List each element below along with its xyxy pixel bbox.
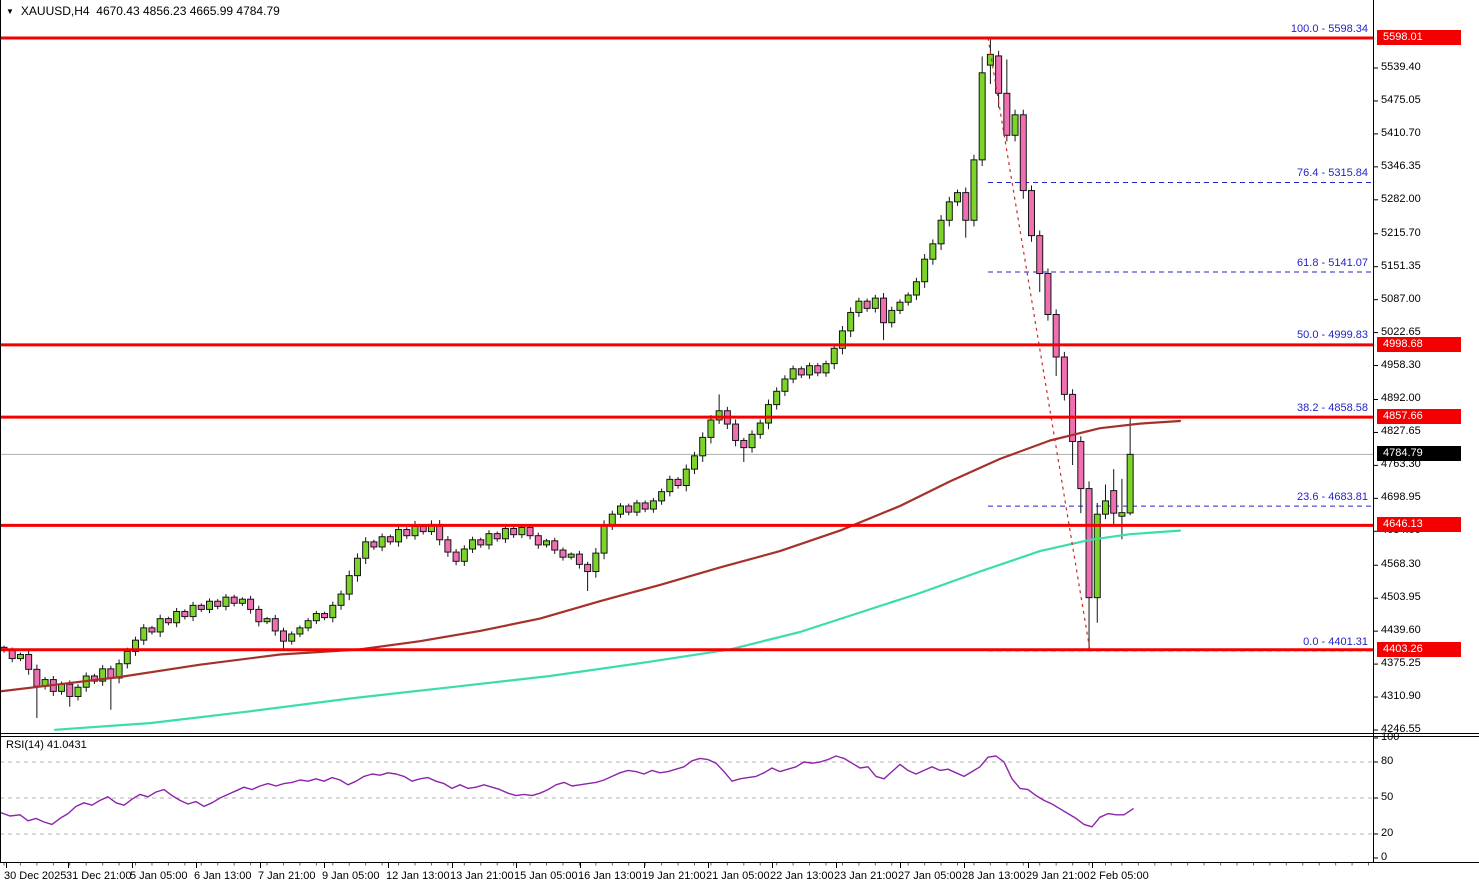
rsi-level-lines xyxy=(0,761,1373,835)
fib-level-label: 38.2 - 4858.58 xyxy=(1297,401,1368,414)
time-axis-label: 23 Jan 21:00 xyxy=(834,870,898,882)
symbol-timeframe-label: XAUUSD,H4 xyxy=(20,4,90,18)
price-axis-label: 4568.30 xyxy=(1381,558,1421,571)
hline-price-tag: 4403.26 xyxy=(1377,641,1461,657)
hline-price-tag: 5598.01 xyxy=(1377,29,1461,45)
time-axis-label: 29 Jan 21:00 xyxy=(1026,870,1090,882)
time-axis-label: 28 Jan 13:00 xyxy=(962,870,1026,882)
fib-level-label: 50.0 - 4999.83 xyxy=(1297,329,1368,342)
price-axis-label: 4310.90 xyxy=(1381,690,1421,703)
rsi-scale-label: 0 xyxy=(1381,851,1388,863)
time-axis-label: 19 Jan 21:00 xyxy=(642,870,706,882)
hline-price-tag: 4998.68 xyxy=(1377,336,1461,352)
candles-layer xyxy=(0,37,1134,718)
symbol-dropdown-arrow-icon[interactable]: ▼ xyxy=(6,7,14,16)
fib-level-label: 76.4 - 5315.84 xyxy=(1297,167,1368,180)
time-axis-label: 21 Jan 05:00 xyxy=(706,870,770,882)
rsi-scale-label: 20 xyxy=(1381,827,1394,839)
time-axis-label: 16 Jan 13:00 xyxy=(578,870,642,882)
fib-level-label: 61.8 - 5141.07 xyxy=(1297,256,1368,269)
fib-level-label: 23.6 - 4683.81 xyxy=(1297,491,1368,504)
time-axis-label: 5 Jan 05:00 xyxy=(130,870,188,882)
time-axis-label: 27 Jan 05:00 xyxy=(898,870,962,882)
price-axis-label: 4958.30 xyxy=(1381,358,1421,371)
rsi-indicator-label: RSI(14) 41.0431 xyxy=(6,739,87,751)
price-axis-label: 4892.00 xyxy=(1381,392,1421,405)
time-axis-label: 2 Feb 05:00 xyxy=(1090,870,1149,882)
rsi-label-text: RSI(14) 41.0431 xyxy=(6,739,87,751)
price-axis-label: 5282.00 xyxy=(1381,192,1421,205)
price-axis-label: 5087.00 xyxy=(1381,292,1421,305)
panel-borders xyxy=(0,0,1479,863)
rsi-scale-label: 100 xyxy=(1381,731,1400,743)
rsi-scale-label: 50 xyxy=(1381,791,1394,803)
current-price-tag: 4784.79 xyxy=(1377,446,1461,462)
rsi-line xyxy=(0,755,1134,828)
price-axis-label: 4827.65 xyxy=(1381,425,1421,438)
price-axis-label: 4503.95 xyxy=(1381,591,1421,604)
title-ohlc-values: 4670.43 4856.23 4665.99 4784.79 xyxy=(96,4,280,18)
time-axis-label: 7 Jan 21:00 xyxy=(258,870,316,882)
rsi-scale-label: 80 xyxy=(1381,755,1394,767)
time-axis-label: 30 Dec 2025 xyxy=(4,870,67,882)
ma-fast-turquoise xyxy=(53,529,1182,731)
time-axis-label: 31 Dec 21:00 xyxy=(66,870,132,882)
time-axis-label: 15 Jan 05:00 xyxy=(514,870,578,882)
time-axis-label: 12 Jan 13:00 xyxy=(386,870,450,882)
price-axis-label: 5539.40 xyxy=(1381,61,1421,73)
time-axis-label: 6 Jan 13:00 xyxy=(194,870,252,882)
price-axis-label: 5410.70 xyxy=(1381,126,1421,139)
price-axis-label: 5022.65 xyxy=(1381,325,1421,338)
time-axis-label: 13 Jan 21:00 xyxy=(450,870,514,882)
horizontal-support-resistance-lines[interactable] xyxy=(0,36,1373,652)
fib-level-label: 0.0 - 4401.31 xyxy=(1303,635,1368,648)
hline-price-tag: 4646.13 xyxy=(1377,517,1461,533)
price-axis-label: 4763.30 xyxy=(1381,458,1421,471)
price-axis-label: 4375.25 xyxy=(1381,657,1421,670)
price-axis-label: 4698.95 xyxy=(1381,491,1421,504)
fib-level-label: 100.0 - 5598.34 xyxy=(1290,22,1368,35)
price-axis-label: 4246.55 xyxy=(1381,722,1421,735)
hline-price-tag: 4857.66 xyxy=(1377,409,1461,425)
chart-title: ▼ XAUUSD,H4 4670.43 4856.23 4665.99 4784.… xyxy=(6,4,280,18)
price-axis-label: 5475.05 xyxy=(1381,93,1421,106)
price-axis-label: 5215.70 xyxy=(1381,226,1421,239)
ma-slow-brown xyxy=(0,419,1182,693)
price-axis-label: 5346.35 xyxy=(1381,159,1421,172)
price-axis-label: 5151.35 xyxy=(1381,259,1421,272)
price-axis-label: 4439.60 xyxy=(1381,624,1421,637)
time-axis-label: 22 Jan 13:00 xyxy=(770,870,834,882)
time-axis-label: 9 Jan 05:00 xyxy=(322,870,380,882)
